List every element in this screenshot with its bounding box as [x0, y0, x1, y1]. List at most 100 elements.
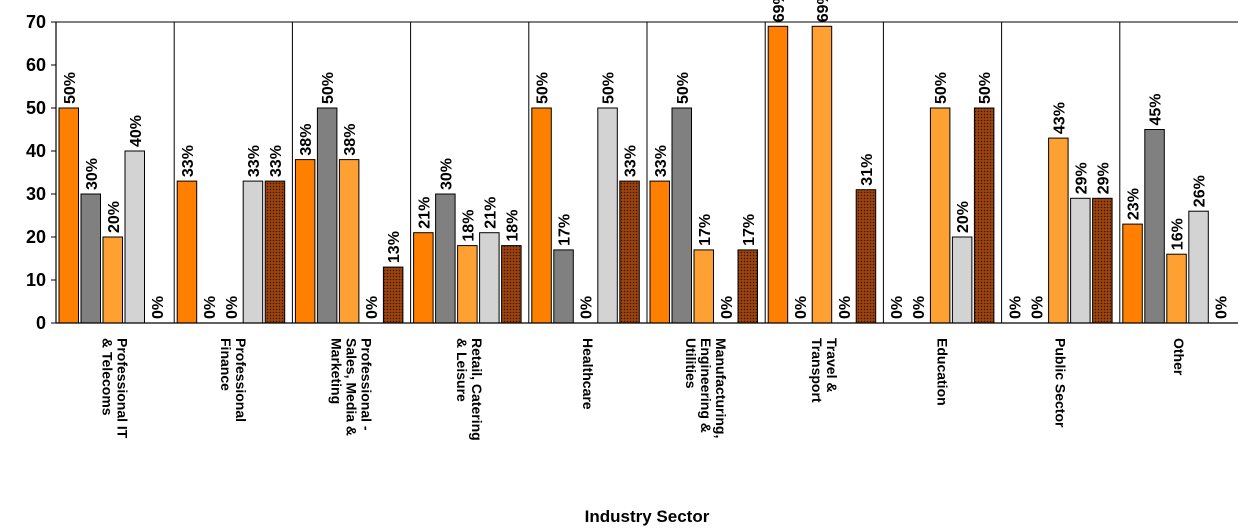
data-label: 29%: [1095, 162, 1112, 194]
data-label: 17%: [741, 214, 758, 246]
bar: [1122, 223, 1143, 324]
data-label: 40%: [128, 115, 145, 147]
data-label: 0%: [1029, 296, 1046, 319]
data-label: 21%: [482, 197, 499, 229]
bar: [479, 232, 500, 324]
data-label: 0%: [911, 296, 928, 319]
bar: [811, 25, 833, 324]
bar: [767, 25, 789, 324]
data-labels: 50%33%38%21%50%33%69%0% 0%23%30%0%50%30%1…: [62, 0, 1231, 319]
bar: [1092, 197, 1113, 324]
category-label-line: Public Sector: [1053, 338, 1069, 428]
data-label: 18%: [504, 210, 521, 242]
data-label: 31%: [859, 154, 876, 186]
category-label-line: Transport: [809, 338, 825, 403]
category-label-line: Finance: [218, 338, 234, 391]
data-label: 0%: [889, 296, 906, 319]
category-label-line: Other: [1171, 338, 1187, 376]
data-label: 26%: [1192, 175, 1209, 207]
data-label: 50%: [535, 72, 552, 104]
bar: [649, 180, 670, 324]
data-label: 69%: [771, 0, 788, 22]
data-label: 33%: [623, 145, 640, 177]
bar: [80, 193, 101, 324]
data-label: 20%: [106, 201, 123, 233]
data-label: 50%: [62, 72, 79, 104]
category-label-line: Professional -: [359, 338, 375, 431]
bar: [671, 107, 692, 324]
category-label-line: Professional: [233, 338, 249, 422]
bar: [553, 249, 574, 324]
bar: [1070, 197, 1091, 324]
bar: [242, 180, 264, 324]
data-label: 50%: [933, 72, 950, 104]
bar: [338, 159, 360, 324]
y-tick-label: 50: [26, 98, 46, 118]
data-label: 50%: [977, 72, 994, 104]
category-label-line: Engineering &: [698, 338, 714, 433]
category-label: Public Sector: [1053, 338, 1069, 428]
bar: [124, 150, 145, 324]
data-label: 50%: [675, 72, 692, 104]
y-tick-label: 10: [26, 270, 46, 290]
data-label: 0%: [224, 296, 241, 319]
category-label-line: Professional IT: [115, 338, 131, 439]
y-tick-label: 0: [36, 313, 46, 333]
bar: [693, 249, 714, 324]
bar: [1048, 137, 1069, 324]
data-label: 0%: [719, 296, 736, 319]
category-label-line: & Leisure: [454, 338, 470, 402]
bar: [531, 107, 552, 324]
bar: [929, 107, 951, 324]
bar: [457, 245, 478, 324]
bar: [737, 249, 758, 324]
category-label-line: Education: [935, 338, 951, 406]
y-tick-label: 70: [26, 12, 46, 32]
category-label-line: Marketing: [329, 338, 345, 404]
category-label-line: Utilities: [683, 338, 699, 389]
bar: [973, 107, 995, 324]
data-label: 29%: [1073, 162, 1090, 194]
data-label: 0%: [837, 296, 854, 319]
data-label: 0%: [1007, 296, 1024, 319]
data-label: 21%: [416, 197, 433, 229]
data-label: 0%: [793, 296, 810, 319]
category-label-line: & Telecoms: [100, 338, 116, 416]
data-label: 0%: [1214, 296, 1231, 319]
data-label: 30%: [84, 158, 101, 190]
bar: [597, 107, 618, 324]
bar: [294, 159, 316, 324]
y-tick-label: 60: [26, 55, 46, 75]
data-label: 18%: [460, 210, 477, 242]
category-label-line: Healthcare: [580, 338, 596, 410]
bar: [1144, 129, 1165, 324]
data-label: 50%: [320, 72, 337, 104]
data-label: 69%: [815, 0, 832, 22]
category-label: Education: [935, 338, 951, 406]
data-label: 23%: [1126, 188, 1143, 220]
grid-lines: [56, 21, 1238, 323]
data-label: 33%: [268, 145, 285, 177]
bar: [435, 193, 456, 324]
data-label: 0%: [364, 296, 381, 319]
category-label-line: Sales, Media &: [344, 338, 360, 436]
data-label: 43%: [1051, 102, 1068, 134]
category-label: Travel &Transport: [809, 338, 840, 403]
data-label: 38%: [298, 124, 315, 156]
data-label: 33%: [653, 145, 670, 177]
category-label: Retail, Catering& Leisure: [454, 338, 485, 441]
data-label: 20%: [955, 201, 972, 233]
data-label: 0%: [150, 296, 167, 319]
category-label: Manufacturing,Engineering &Utilities: [683, 338, 729, 438]
data-label: 30%: [438, 158, 455, 190]
data-label: 13%: [386, 231, 403, 263]
bar: [1166, 253, 1187, 324]
data-label: 33%: [246, 145, 263, 177]
data-label: 16%: [1170, 218, 1187, 250]
bar: [264, 180, 286, 324]
bar: [951, 236, 973, 324]
bar: [316, 107, 338, 324]
bars: [58, 25, 1209, 324]
bar: [382, 266, 404, 324]
